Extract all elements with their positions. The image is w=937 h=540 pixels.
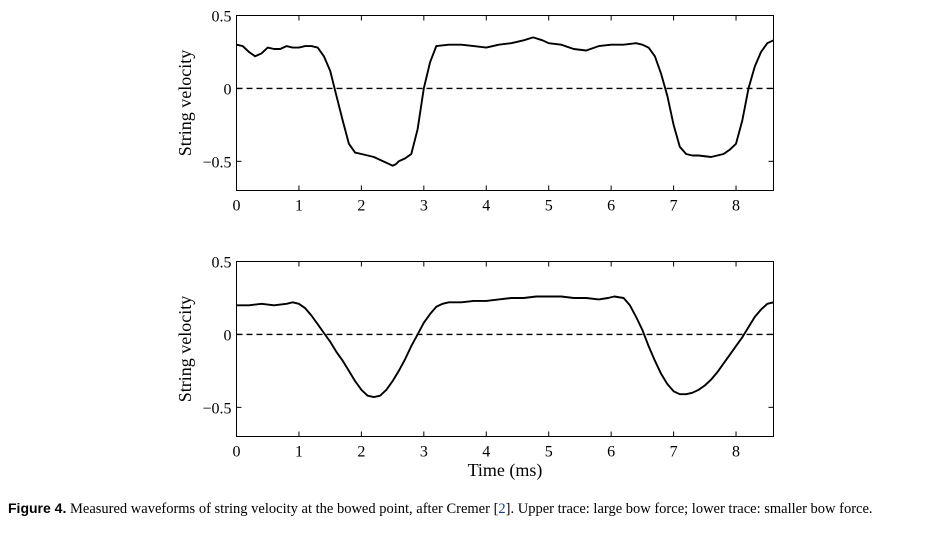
lower-x-tick-label: 5	[545, 444, 553, 461]
figure-caption: Figure 4. Measured waveforms of string v…	[8, 499, 933, 518]
upper-y-axis-label: String velocity	[175, 50, 195, 157]
upper-ticks: 0 1 2 3 4 5 6 7 8 −0.5 0 0.5	[202, 9, 774, 215]
upper-x-tick-label: 6	[607, 198, 615, 215]
lower-y-tick-label: 0.5	[212, 255, 232, 272]
upper-plot-frame	[236, 15, 774, 191]
lower-x-tick-label: 4	[482, 444, 490, 461]
lower-y-tick-label: −0.5	[202, 400, 231, 417]
upper-x-tick-label: 5	[545, 198, 553, 215]
lower-plot-frame	[236, 261, 774, 437]
lower-x-tick-label: 1	[295, 444, 303, 461]
caption-text-before-ref: Measured waveforms of string velocity at…	[69, 501, 499, 517]
lower-x-tick-label: 2	[357, 444, 365, 461]
upper-x-tick-label: 7	[670, 198, 678, 215]
lower-x-tick-label: 7	[670, 444, 678, 461]
caption-label: Figure 4.	[8, 500, 67, 516]
lower-chart: 0 1 2 3 4 5 6 7 8 −0.5 0 0.5 String velocity Time (…	[175, 255, 774, 481]
caption-text-after-ref: ]. Upper trace: large bow force; lower t…	[505, 501, 873, 517]
lower-y-axis-label: String velocity	[175, 296, 195, 403]
lower-series	[236, 295, 774, 399]
lower-x-tick-label: 0	[233, 444, 241, 461]
upper-series	[236, 36, 774, 167]
upper-x-tick-label: 4	[482, 198, 490, 215]
lower-x-axis-label: Time (ms)	[468, 460, 543, 481]
upper-chart: 0 1 2 3 4 5 6 7 8 −0.5 0 0.5 String velocity	[175, 9, 774, 215]
upper-x-tick-label: 1	[295, 198, 303, 215]
upper-x-tick-label: 2	[357, 198, 365, 215]
lower-x-tick-label: 3	[420, 444, 428, 461]
upper-y-tick-label: −0.5	[202, 154, 231, 171]
upper-x-tick-label: 0	[233, 198, 241, 215]
upper-velocity-trace	[236, 36, 774, 167]
upper-x-tick-label: 3	[420, 198, 428, 215]
lower-velocity-trace	[236, 295, 774, 399]
upper-y-tick-label: 0.5	[212, 9, 232, 26]
lower-ticks: 0 1 2 3 4 5 6 7 8 −0.5 0 0.5	[202, 255, 774, 461]
lower-y-tick-label: 0	[224, 327, 232, 344]
lower-x-tick-label: 8	[732, 444, 740, 461]
caption-reference-link[interactable]: 2	[498, 501, 506, 517]
upper-x-tick-label: 8	[732, 198, 740, 215]
upper-y-tick-label: 0	[224, 81, 232, 98]
lower-x-tick-label: 6	[607, 444, 615, 461]
